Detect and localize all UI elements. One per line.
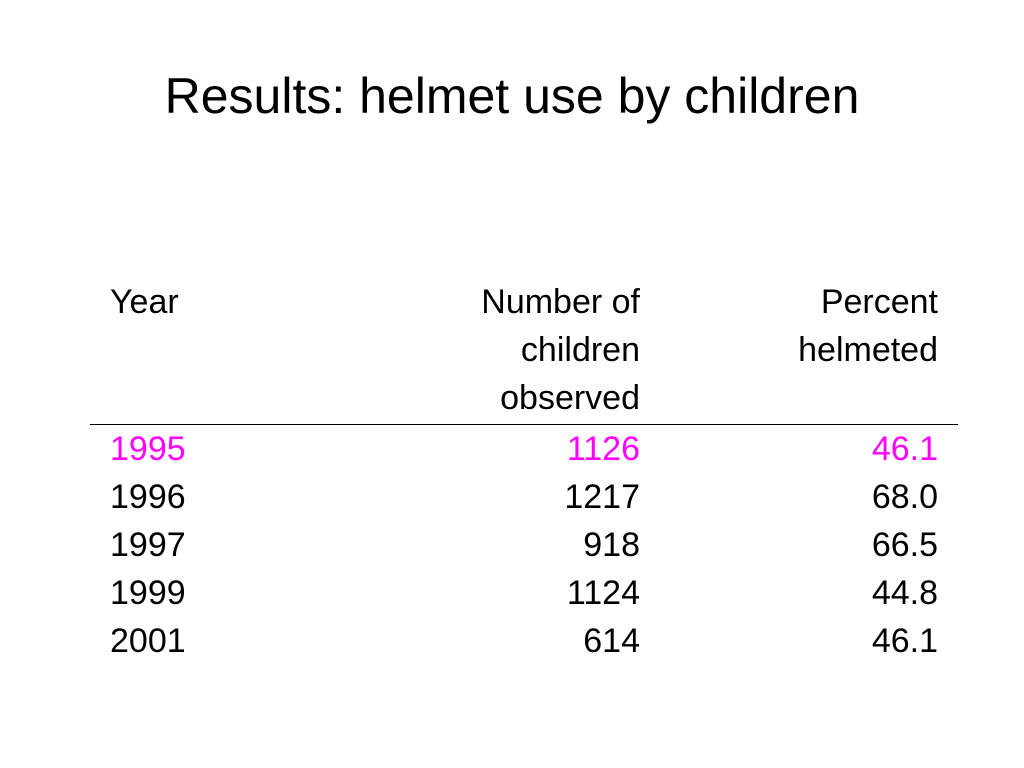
cell-number: 1217 bbox=[564, 478, 640, 516]
header-number-line-2: children bbox=[520, 331, 640, 369]
cell-year: 2001 bbox=[110, 622, 186, 660]
header-year: Year bbox=[90, 278, 410, 425]
header-number-line-3: observed bbox=[500, 379, 640, 417]
table-row: 2001 614 46.1 bbox=[90, 617, 958, 665]
header-year-line: Year bbox=[110, 283, 179, 321]
cell-year: 1995 bbox=[110, 430, 186, 468]
table-row: 1995 1126 46.1 bbox=[90, 425, 958, 474]
cell-percent: 68.0 bbox=[871, 478, 938, 516]
slide-title: Results: helmet use by children bbox=[164, 68, 860, 124]
cell-year: 1999 bbox=[110, 574, 186, 612]
header-percent-helmeted: Percent helmeted bbox=[640, 278, 958, 425]
cell-number: 614 bbox=[583, 622, 640, 660]
header-number-of-children: Number of children observed bbox=[410, 278, 640, 425]
cell-number: 1124 bbox=[566, 574, 640, 612]
cell-percent: 44.8 bbox=[871, 574, 938, 612]
cell-percent: 66.5 bbox=[871, 526, 938, 564]
header-row: Year Number of children observed Percent… bbox=[90, 278, 958, 425]
cell-number: 918 bbox=[583, 526, 640, 564]
header-percent-line-1: Percent bbox=[820, 283, 938, 321]
table-row: 1996 1217 68.0 bbox=[90, 473, 958, 521]
cell-percent: 46.1 bbox=[871, 430, 938, 468]
table-row: 1999 1124 44.8 bbox=[90, 569, 958, 617]
results-table: Year Number of children observed Percent… bbox=[90, 278, 958, 665]
header-percent-line-2: helmeted bbox=[798, 331, 938, 369]
cell-number: 1126 bbox=[566, 430, 640, 468]
table-row: 1997 918 66.5 bbox=[90, 521, 958, 569]
cell-year: 1996 bbox=[110, 478, 186, 516]
header-number-line-1: Number of bbox=[481, 283, 640, 321]
cell-percent: 46.1 bbox=[871, 622, 938, 660]
cell-year: 1997 bbox=[110, 526, 186, 564]
